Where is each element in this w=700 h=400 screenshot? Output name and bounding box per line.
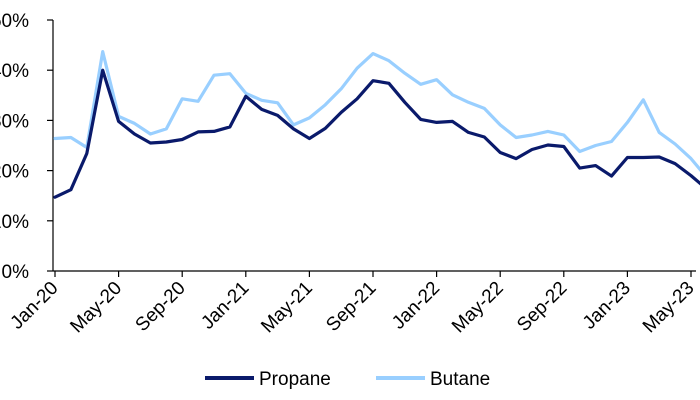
series-lines — [53, 49, 700, 199]
series-line-propane — [53, 68, 700, 199]
legend: Propane Butane — [205, 369, 490, 390]
x-tick-label: Jan-22 — [388, 278, 444, 334]
y-axis: 0% 10% 20% 30% 40% 50% — [0, 11, 54, 283]
x-axis: Jan-20 May-20 Sep-20 Jan-21 May-21 Sep-21 Jan-… — [7, 270, 699, 338]
y-tick-label: 40% — [0, 61, 29, 82]
x-tick-label: May-21 — [257, 278, 317, 338]
y-tick-label: 10% — [0, 212, 29, 233]
legend-label-propane: Propane — [259, 369, 331, 390]
x-tick-label: Sep-22 — [513, 278, 571, 336]
y-tick-label: 20% — [0, 162, 29, 183]
y-tick-label: 50% — [0, 11, 29, 32]
legend-label-butane: Butane — [430, 369, 490, 390]
x-tick-label: May-20 — [66, 278, 126, 338]
x-tick-label: May-22 — [448, 278, 508, 338]
x-tick-label: Jan-21 — [197, 278, 253, 334]
y-tick-label: 30% — [0, 111, 29, 132]
y-tick-label: 0% — [2, 262, 30, 283]
x-tick-label: May-23 — [639, 278, 699, 338]
x-tick-label: Jan-20 — [7, 278, 63, 334]
x-tick-label: Sep-20 — [132, 278, 190, 336]
series-line-butane — [53, 49, 700, 172]
x-tick-label: Jan-23 — [579, 278, 635, 334]
x-tick-label: Sep-21 — [322, 278, 380, 336]
